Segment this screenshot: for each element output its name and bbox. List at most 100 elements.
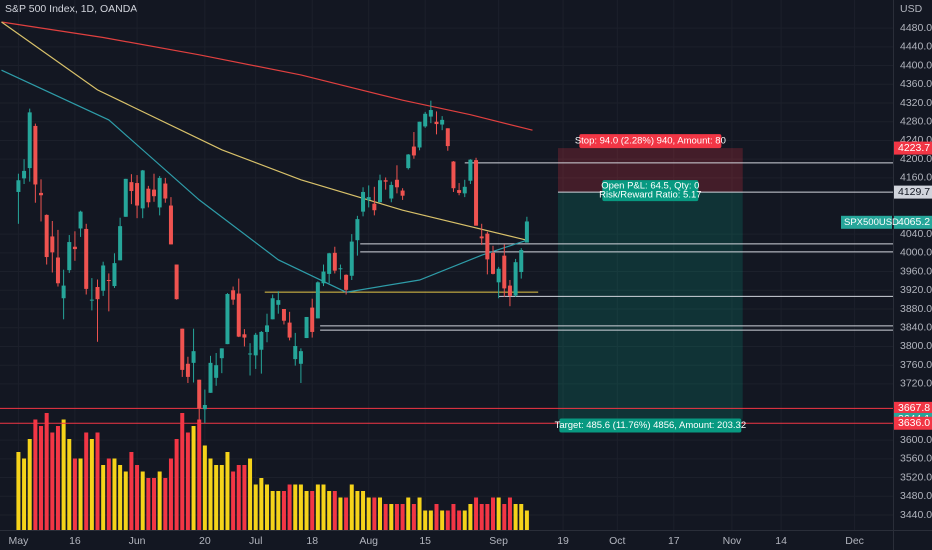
candle-body bbox=[327, 253, 332, 274]
candle-body bbox=[118, 226, 123, 261]
volume-bar bbox=[157, 471, 162, 530]
candle-body bbox=[197, 379, 202, 409]
price-label-box bbox=[894, 401, 932, 415]
volume-bar bbox=[383, 504, 388, 530]
volume-bar bbox=[72, 458, 77, 530]
candle-body bbox=[457, 190, 462, 193]
pnl-label: Open P&L: 64.5, Qty: 0 bbox=[601, 181, 699, 192]
volume-bar bbox=[394, 504, 399, 530]
volume-bar bbox=[50, 432, 55, 530]
candle-body bbox=[474, 160, 479, 226]
candle-body bbox=[44, 214, 49, 258]
volume-bar bbox=[298, 484, 303, 530]
y-tick-label: 3920.0 bbox=[900, 284, 932, 296]
volume-bar bbox=[118, 465, 123, 530]
candle-body bbox=[16, 180, 21, 192]
volume-bar bbox=[485, 504, 490, 530]
candle-body bbox=[321, 271, 326, 284]
candle-body bbox=[298, 351, 303, 364]
candle-body bbox=[406, 154, 411, 169]
volume-bar bbox=[259, 478, 264, 530]
volume-bar bbox=[106, 458, 111, 530]
candle-body bbox=[146, 188, 151, 203]
candle-body bbox=[445, 128, 450, 147]
candle-body bbox=[174, 264, 179, 300]
volume-bar bbox=[253, 484, 258, 530]
candle-body bbox=[78, 211, 83, 229]
candle-body bbox=[315, 282, 320, 319]
x-tick-label: 19 bbox=[557, 535, 569, 547]
y-tick-label: 4480.0 bbox=[900, 22, 932, 34]
volume-bar bbox=[174, 439, 179, 530]
y-tick-label: 4440.0 bbox=[900, 41, 932, 53]
volume-bar bbox=[163, 478, 168, 530]
volume-bar bbox=[225, 452, 230, 530]
volume-bar bbox=[496, 497, 501, 530]
y-tick-label: 4160.0 bbox=[900, 172, 932, 184]
candle-body bbox=[33, 125, 38, 185]
volume-bar bbox=[513, 504, 518, 530]
volume-bar bbox=[389, 504, 394, 530]
candle-body bbox=[72, 246, 77, 250]
volume-bar bbox=[214, 465, 219, 530]
volume-bar bbox=[332, 491, 337, 530]
target-label: Target: 485.6 (11.76%) 4856, Amount: 203… bbox=[555, 420, 747, 431]
volume-bar bbox=[67, 439, 72, 530]
volume-bar bbox=[293, 484, 298, 530]
candle-body bbox=[440, 119, 445, 125]
candle-body bbox=[39, 192, 44, 196]
candle-body bbox=[468, 159, 473, 181]
candle-body bbox=[157, 177, 162, 208]
y-tick-label: 3760.0 bbox=[900, 359, 932, 371]
volume-bar bbox=[242, 465, 247, 530]
candle-body bbox=[293, 345, 298, 360]
volume-bar bbox=[180, 413, 185, 530]
candle-body bbox=[355, 219, 360, 241]
volume-bar bbox=[287, 484, 292, 530]
volume-bar bbox=[423, 510, 428, 530]
volume-bar bbox=[406, 497, 411, 530]
candle-body bbox=[208, 362, 213, 393]
candle-body bbox=[479, 236, 484, 239]
y-tick-label: 3880.0 bbox=[900, 303, 932, 315]
y-tick-label: 3720.0 bbox=[900, 378, 932, 390]
x-tick-label: 16 bbox=[69, 535, 81, 547]
volume-bar bbox=[95, 432, 100, 530]
candle-body bbox=[191, 351, 196, 363]
candle-body bbox=[95, 287, 100, 300]
volume-bar bbox=[451, 504, 456, 530]
candle-body bbox=[394, 179, 399, 188]
volume-bar bbox=[479, 504, 484, 530]
target-zone bbox=[557, 192, 743, 420]
volume-bar bbox=[33, 419, 38, 530]
candle-body bbox=[135, 183, 140, 206]
y-tick-label: 3600.0 bbox=[900, 434, 932, 446]
candle-body bbox=[253, 334, 258, 356]
volume-bar bbox=[129, 452, 134, 530]
y-tick-label: 3440.0 bbox=[900, 509, 932, 521]
volume-bar bbox=[468, 504, 473, 530]
volume-bar bbox=[101, 465, 106, 530]
x-tick-label: Jul bbox=[249, 535, 262, 547]
pnl-box bbox=[602, 180, 699, 202]
candle-body bbox=[27, 112, 32, 169]
price-label: 4065.2 bbox=[898, 216, 930, 228]
candle-body bbox=[214, 365, 219, 378]
volume-bar bbox=[519, 504, 524, 530]
volume-bar bbox=[22, 458, 27, 530]
x-tick-label: Nov bbox=[723, 535, 742, 547]
volume-bar bbox=[400, 504, 405, 530]
volume-bar bbox=[112, 458, 117, 530]
x-tick-label: 20 bbox=[199, 535, 211, 547]
candle-body bbox=[84, 228, 89, 289]
candle-body bbox=[502, 255, 507, 289]
symbol-box bbox=[841, 215, 892, 229]
volume-bar bbox=[39, 426, 44, 530]
volume-bar bbox=[236, 465, 241, 530]
y-tick-label: 3520.0 bbox=[900, 471, 932, 483]
volume-bar bbox=[349, 484, 354, 530]
stop-label-box bbox=[579, 134, 722, 149]
candle-body bbox=[462, 186, 467, 194]
candle-body bbox=[411, 146, 416, 156]
